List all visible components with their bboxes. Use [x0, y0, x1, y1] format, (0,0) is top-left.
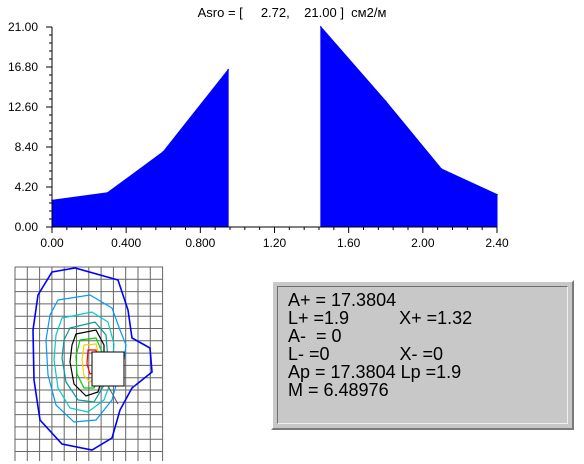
y-tick-label: 12.60	[8, 100, 38, 114]
results-chart: 0.00 0.400 0.800 1.20 1.60 2.00 2.40 0.00 4.20 8…	[8, 20, 509, 250]
l-minus-line: L- =0 X- =0	[288, 344, 444, 364]
a-plus-line: A+ = 17.3804	[288, 290, 397, 310]
x-tick-label: 0.800	[185, 236, 215, 250]
contour-line	[45, 294, 127, 423]
results-panel: A+ = 17.3804 L+ =1.9 X+ =1.32 A- = 0 L- …	[271, 280, 574, 430]
x-tick-label: 1.60	[337, 236, 361, 250]
l-plus-line: L+ =1.9 X+ =1.32	[288, 308, 473, 328]
data-point	[496, 193, 498, 196]
chart-title: Asro = [ 2.72, 21.00 ] см2/м	[197, 5, 387, 20]
data-point	[162, 150, 165, 153]
results-panel-inset: A+ = 17.3804 L+ =1.9 X+ =1.32 A- = 0 L- …	[277, 286, 568, 424]
contour-line	[53, 311, 115, 413]
x-tick-label: 0.00	[40, 236, 64, 250]
ap-line: Ap = 17.3804 Lp =1.9	[288, 362, 462, 382]
column-cutout	[91, 351, 125, 387]
data-point	[440, 168, 443, 170]
x-tick-label: 1.20	[263, 236, 287, 250]
x-tick-label: 2.40	[485, 236, 509, 250]
x-tick-label: 0.400	[111, 236, 141, 250]
data-point	[106, 191, 109, 194]
contour-line	[75, 337, 103, 389]
y-tick-label: 16.80	[8, 60, 38, 74]
contour-line	[69, 329, 105, 397]
contour-line	[61, 321, 109, 403]
a-minus-line: A- = 0	[288, 326, 342, 346]
outline-edge	[107, 385, 119, 405]
x-tick-label: 2.00	[411, 236, 435, 250]
y-tick-label: 0.00	[15, 220, 39, 234]
contour-line	[32, 267, 153, 451]
moment-line: M = 6.48976	[288, 380, 389, 400]
y-tick-label: 8.40	[15, 140, 39, 154]
data-point	[227, 69, 229, 71]
y-tick-label: 21.00	[8, 20, 38, 34]
data-point	[320, 26, 322, 28]
y-tick-label: 4.20	[15, 180, 39, 194]
data-point	[384, 100, 387, 103]
